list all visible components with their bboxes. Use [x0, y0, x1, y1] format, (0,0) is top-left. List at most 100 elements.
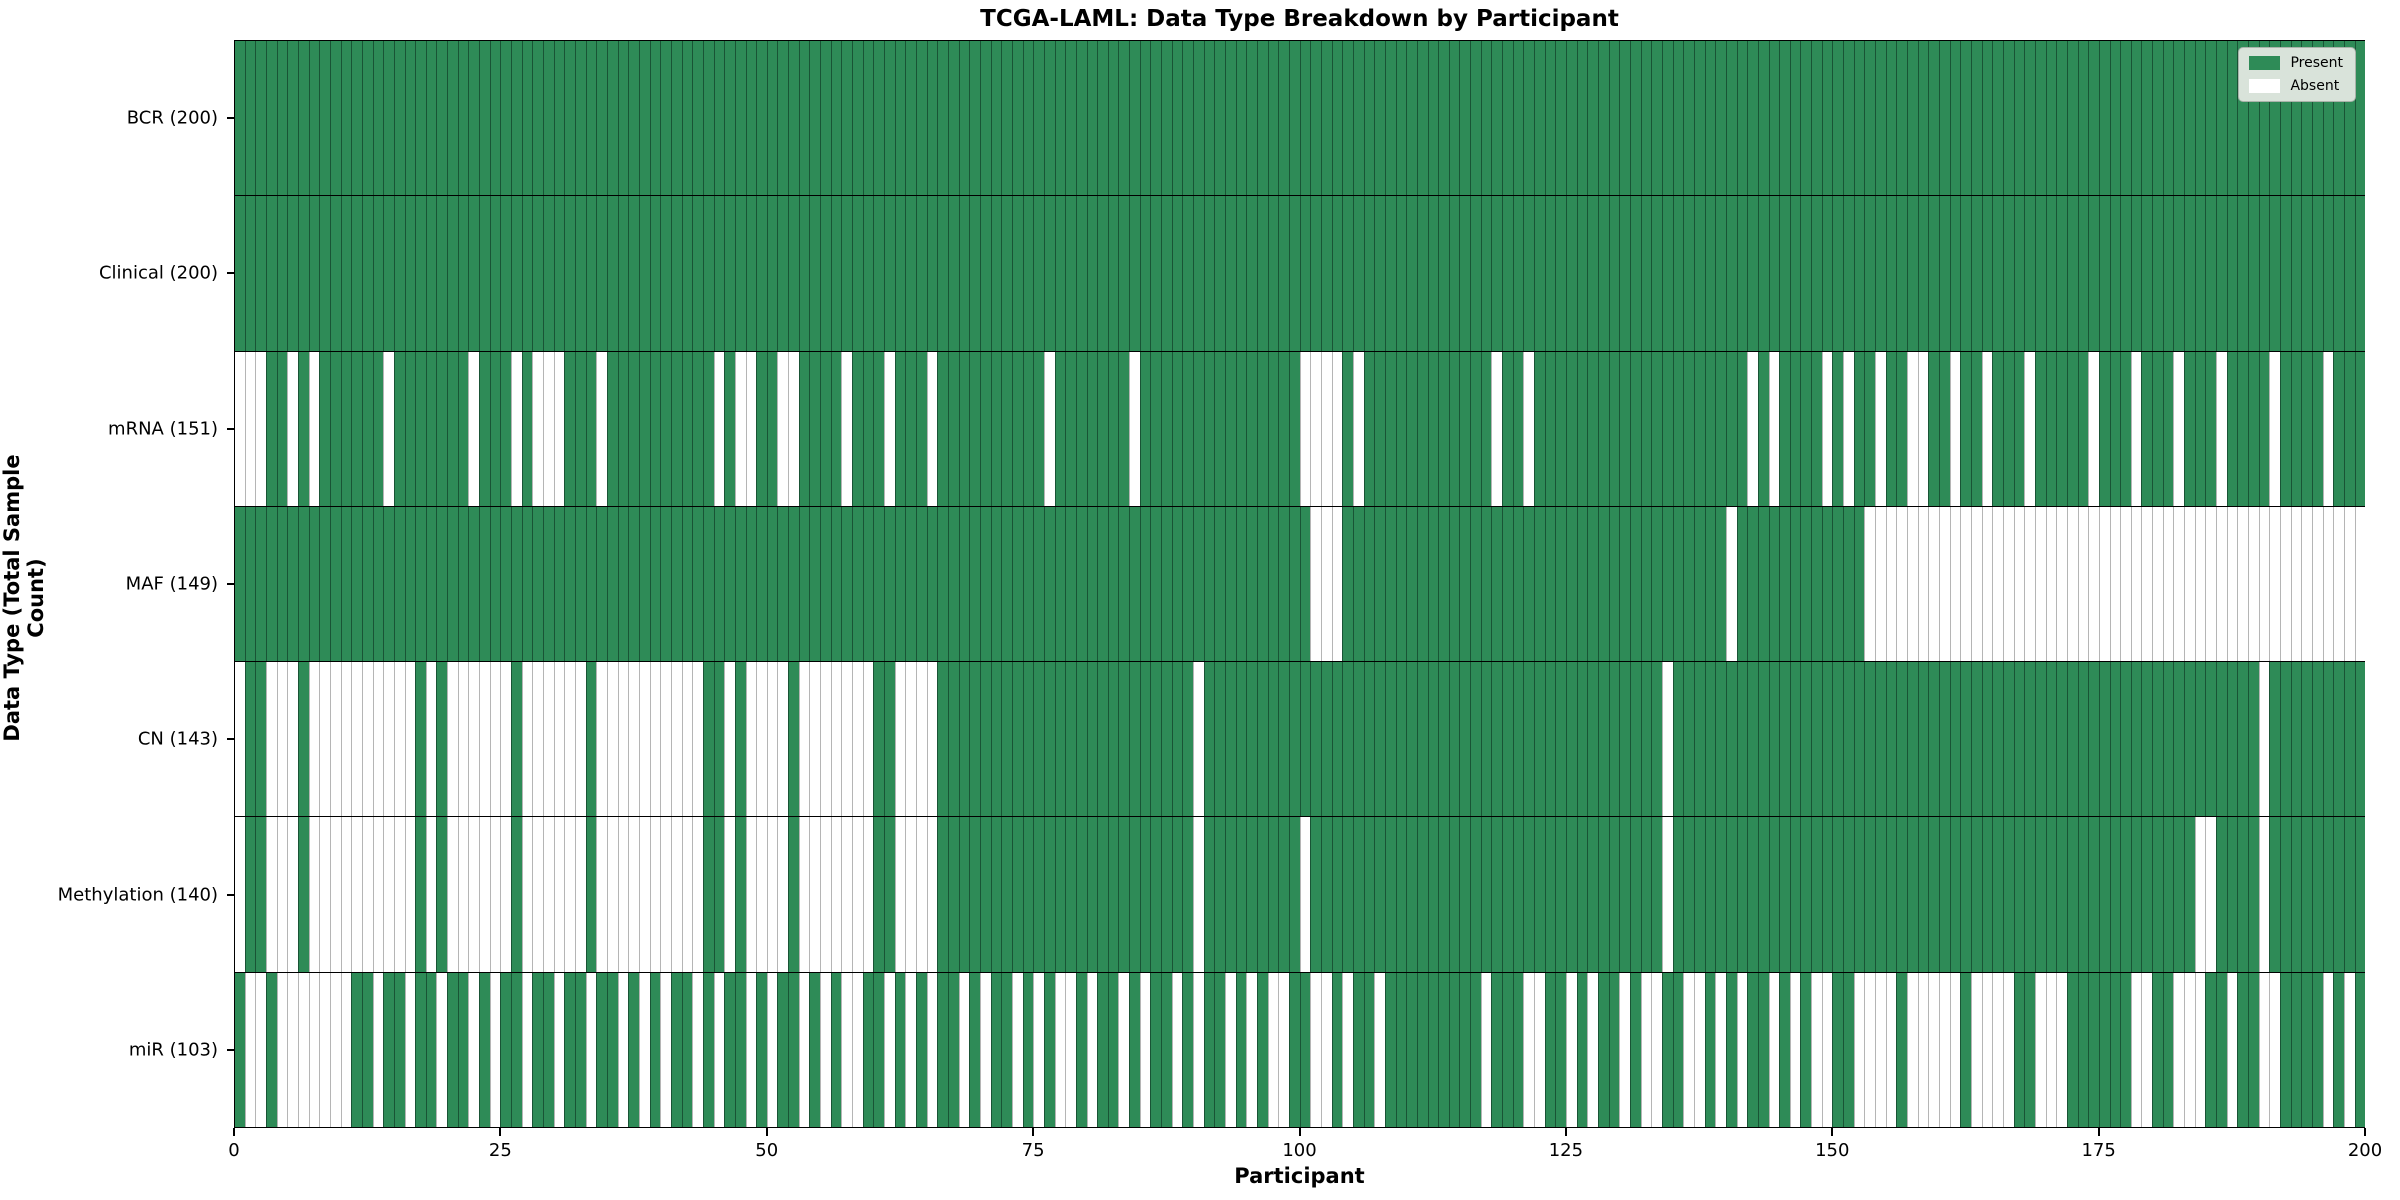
heatmap-cell — [1480, 972, 1492, 1127]
heatmap-cell — [1384, 41, 1396, 196]
heatmap-cell — [2269, 196, 2280, 351]
heatmap-cell — [297, 196, 309, 351]
heatmap-cell — [276, 196, 288, 351]
heatmap-cell — [1470, 41, 1481, 196]
heatmap-cell — [884, 662, 895, 817]
heatmap-cell — [1917, 196, 1929, 351]
heatmap-cell — [1981, 817, 1993, 972]
heatmap-cell — [585, 972, 597, 1127]
heatmap-cell — [937, 817, 948, 972]
heatmap-cell — [820, 972, 831, 1127]
heatmap-cell — [1875, 817, 1886, 972]
heatmap-cell — [1576, 817, 1588, 972]
heatmap-cell — [1779, 662, 1790, 817]
heatmap-cell — [670, 196, 682, 351]
heatmap-cell — [404, 662, 416, 817]
heatmap-cell — [1811, 351, 1822, 506]
heatmap-cell — [1576, 972, 1588, 1127]
heatmap-cell — [873, 506, 885, 662]
heatmap-cell — [1864, 972, 1876, 1127]
heatmap-cell — [2301, 41, 2312, 196]
heatmap-cell — [713, 351, 725, 506]
heatmap-cell — [297, 972, 309, 1127]
heatmap-cell — [479, 972, 490, 1127]
heatmap-cell — [2280, 506, 2291, 662]
heatmap-cell — [2034, 351, 2046, 506]
heatmap-cell — [532, 817, 544, 972]
heatmap-cell — [1512, 351, 1524, 506]
heatmap-cell — [628, 351, 639, 506]
heatmap-cell — [1310, 662, 1321, 817]
heatmap-cell — [734, 972, 746, 1127]
heatmap-cell — [2152, 662, 2163, 817]
heatmap-cell — [756, 662, 767, 817]
heatmap-cell — [2237, 506, 2249, 662]
heatmap-cell — [1214, 196, 1226, 351]
heatmap-cell — [649, 972, 661, 1127]
heatmap-cell — [638, 972, 650, 1127]
heatmap-cell — [1939, 506, 1950, 662]
heatmap-cell — [2322, 196, 2334, 351]
heatmap-cell — [1715, 351, 1726, 506]
heatmap-cell — [606, 972, 618, 1127]
heatmap-cell — [1299, 972, 1311, 1127]
heatmap-cell — [2141, 972, 2153, 1127]
heatmap-cell — [1885, 351, 1897, 506]
heatmap-cell — [2322, 41, 2334, 196]
heatmap-cell — [1459, 506, 1471, 662]
heatmap-cell — [1747, 506, 1758, 662]
heatmap-cell — [564, 817, 575, 972]
heatmap-cell — [372, 662, 384, 817]
heatmap-cell — [1800, 41, 1812, 196]
heatmap-cell — [1075, 506, 1087, 662]
heatmap-cell — [670, 817, 682, 972]
heatmap-cell — [1203, 972, 1215, 1127]
heatmap-cell — [1139, 351, 1151, 506]
heatmap-cell — [2173, 662, 2185, 817]
heatmap-cell — [1352, 817, 1364, 972]
heatmap-cell — [1587, 817, 1598, 972]
heatmap-cell — [692, 817, 703, 972]
heatmap-cell — [1917, 506, 1929, 662]
heatmap-cell — [1864, 196, 1876, 351]
heatmap-cell — [1097, 506, 1108, 662]
heatmap-cell — [521, 196, 533, 351]
heatmap-cell — [244, 817, 256, 972]
heatmap-cell — [436, 817, 448, 972]
heatmap-cell — [2013, 41, 2025, 196]
heatmap-cell — [1384, 817, 1396, 972]
heatmap-cell — [724, 817, 735, 972]
heatmap-cell — [447, 817, 458, 972]
heatmap-cell — [617, 506, 629, 662]
heatmap-cell — [979, 972, 991, 1127]
heatmap-cell — [1161, 817, 1172, 972]
heatmap-cell — [1757, 972, 1769, 1127]
heatmap-cell — [905, 506, 916, 662]
heatmap-cell — [1704, 351, 1716, 506]
heatmap-cell — [447, 972, 458, 1127]
heatmap-cell — [1907, 662, 1918, 817]
heatmap-cell — [457, 972, 469, 1127]
heatmap-cell — [1736, 662, 1748, 817]
heatmap-cell — [564, 41, 575, 196]
heatmap-cell — [372, 41, 384, 196]
heatmap-cell — [990, 506, 1002, 662]
heatmap-cell — [2216, 972, 2227, 1127]
heatmap-cell — [1406, 972, 1417, 1127]
heatmap-cell — [1480, 351, 1492, 506]
heatmap-cell — [926, 972, 938, 1127]
heatmap-cell — [2343, 41, 2355, 196]
heatmap-cell — [979, 662, 991, 817]
heatmap-cell — [1768, 351, 1780, 506]
heatmap-cell — [1640, 196, 1652, 351]
heatmap-cell — [1512, 41, 1524, 196]
heatmap-cell — [1278, 41, 1289, 196]
heatmap-cell — [1661, 41, 1673, 196]
heatmap-cell — [521, 41, 533, 196]
heatmap-cell — [1757, 41, 1769, 196]
heatmap-cell — [724, 972, 735, 1127]
heatmap-cell — [1267, 351, 1279, 506]
heatmap-cell — [1075, 196, 1087, 351]
heatmap-cell — [1459, 817, 1471, 972]
heatmap-cell — [937, 972, 948, 1127]
